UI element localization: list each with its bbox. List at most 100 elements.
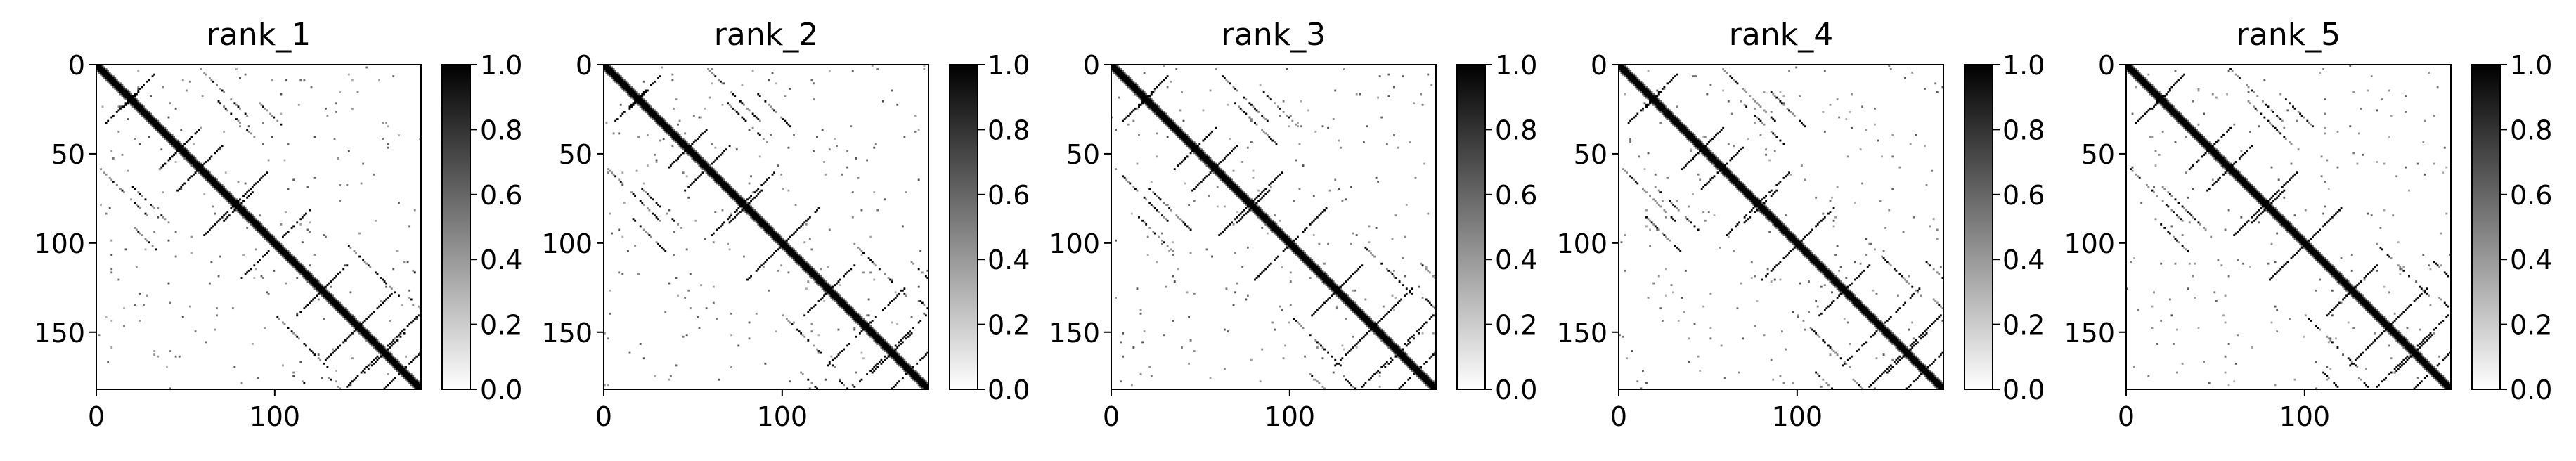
heatmap-cell (1254, 209, 1256, 212)
heatmap-cell (294, 268, 297, 271)
heatmap-cell (342, 309, 345, 311)
heatmap-cell (347, 320, 350, 322)
heatmap-cell (216, 189, 218, 192)
heatmap-cell (339, 304, 342, 306)
heatmap-cell (1236, 191, 1238, 194)
heatmap-cell (124, 248, 127, 251)
heatmap-cell (800, 261, 803, 264)
heatmap-cell (859, 323, 861, 325)
heatmap-cell (216, 307, 218, 310)
heatmap-cell (1236, 186, 1238, 188)
heatmap-cell (299, 79, 302, 82)
heatmap-cell (242, 207, 245, 209)
heatmap-cell (1191, 141, 1194, 143)
heatmap-cell (1172, 123, 1174, 126)
heatmap-cell (839, 380, 841, 383)
heatmap-cell (337, 305, 339, 308)
heatmap-cell (96, 65, 98, 67)
heatmap-cell (821, 278, 824, 281)
heatmap-cell (860, 320, 863, 322)
heatmap-cell (874, 332, 877, 335)
heatmap-cell (289, 255, 291, 258)
heatmap-cell (351, 79, 354, 82)
heatmap-cell (701, 166, 704, 169)
heatmap-cell (635, 100, 638, 103)
heatmap-cell (1130, 88, 1133, 90)
heatmap-cell (1158, 111, 1160, 113)
heatmap-cell (917, 377, 920, 379)
heatmap-cell (867, 334, 870, 337)
heatmap-cell (701, 159, 704, 162)
heatmap-cell (687, 146, 690, 149)
heatmap-cell (174, 145, 177, 148)
heatmap-cell (231, 202, 234, 204)
heatmap-cell (115, 82, 118, 85)
heatmap-cell (794, 250, 797, 252)
heatmap-cell (406, 380, 409, 383)
heatmap-cell (921, 385, 924, 388)
heatmap-cell (317, 282, 320, 285)
heatmap-cell (905, 366, 907, 368)
heatmap-cell (912, 377, 914, 379)
heatmap-cell (107, 77, 110, 79)
heatmap-cell (369, 339, 372, 342)
heatmap-cell (382, 344, 384, 347)
heatmap-cell (187, 152, 190, 155)
heatmap-cell (677, 223, 679, 226)
heatmap-cell (324, 298, 327, 301)
heatmap-cell (326, 292, 329, 295)
heatmap-cell (874, 337, 877, 340)
heatmap-cell (1139, 98, 1142, 101)
heatmap-cell (408, 373, 411, 375)
heatmap-cell (358, 255, 361, 258)
heatmap-cell (675, 277, 678, 279)
heatmap-cell (264, 254, 266, 256)
heatmap-cell (1175, 129, 1178, 131)
heatmap-cell (344, 314, 347, 317)
heatmap-cell (207, 169, 209, 172)
heatmap-cell (668, 209, 671, 212)
heatmap-cell (306, 273, 309, 275)
heatmap-cell (720, 176, 722, 179)
heatmap-cell (134, 105, 136, 108)
heatmap-cell (389, 351, 391, 354)
heatmap-cell (233, 102, 236, 105)
heatmap-cell (682, 141, 685, 143)
heatmap-cell (105, 70, 108, 72)
heatmap-cell (392, 358, 395, 361)
heatmap-cell (266, 234, 268, 236)
heatmap-cell (260, 227, 263, 229)
heatmap-cell (362, 325, 365, 327)
heatmap-cell (398, 294, 400, 297)
heatmap-cell (1115, 73, 1117, 76)
heatmap-cell (666, 122, 668, 124)
heatmap-cell (257, 261, 259, 264)
heatmap-cell (614, 175, 617, 178)
heatmap-cell (770, 227, 772, 229)
heatmap-cell (413, 385, 416, 388)
heatmap-cell (612, 173, 615, 176)
heatmap-cell (410, 378, 413, 381)
heatmap-cell (712, 169, 715, 172)
heatmap-cell (276, 250, 279, 252)
heatmap-cell (158, 123, 161, 126)
heatmap-cell (817, 207, 820, 209)
heatmap-cell (287, 188, 290, 190)
heatmap-cell (791, 323, 794, 325)
heatmap-cell (1215, 169, 1217, 172)
heatmap-cell (923, 355, 926, 358)
heatmap-cell (836, 298, 838, 301)
heatmap-cell (694, 150, 697, 152)
heatmap-cell (828, 284, 831, 287)
heatmap-cell (607, 384, 609, 387)
heatmap-cell (732, 188, 734, 190)
heatmap-cell (399, 364, 402, 367)
heatmap-cell (340, 314, 343, 317)
heatmap-cell (814, 304, 817, 306)
heatmap-cell (645, 191, 647, 194)
heatmap-cell (609, 289, 611, 292)
heatmap-cell (292, 371, 295, 374)
heatmap-cell (385, 355, 388, 358)
heatmap-cell (271, 234, 273, 236)
heatmap-cell (1234, 188, 1236, 190)
